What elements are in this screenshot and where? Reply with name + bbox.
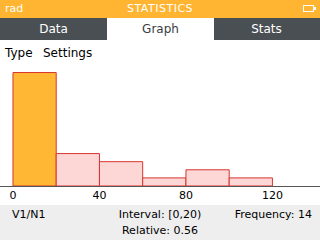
html-text:Frequency: 14: Frequency: 14 — [234, 208, 312, 221]
html-text:Interval: [0,20): Interval: [0,20) — [118, 208, 202, 221]
svg-text:0: 0 — [9, 189, 16, 202]
svg-text:80: 80 — [179, 189, 193, 202]
svg-text:120: 120 — [262, 189, 283, 202]
html-text:Data: Data — [39, 22, 68, 36]
html-text:Type: Type — [5, 46, 33, 60]
html-text:rad: rad — [5, 2, 24, 15]
html-text:Relative: 0.56: Relative: 0.56 — [122, 224, 198, 237]
html-text:Stats: Stats — [251, 22, 282, 36]
html-text:Settings: Settings — [43, 46, 93, 60]
html-text:Graph: Graph — [142, 22, 179, 36]
svg-text:40: 40 — [92, 189, 106, 202]
html-text:V1/N1: V1/N1 — [12, 208, 46, 221]
html-text:STATISTICS: STATISTICS — [127, 2, 193, 15]
